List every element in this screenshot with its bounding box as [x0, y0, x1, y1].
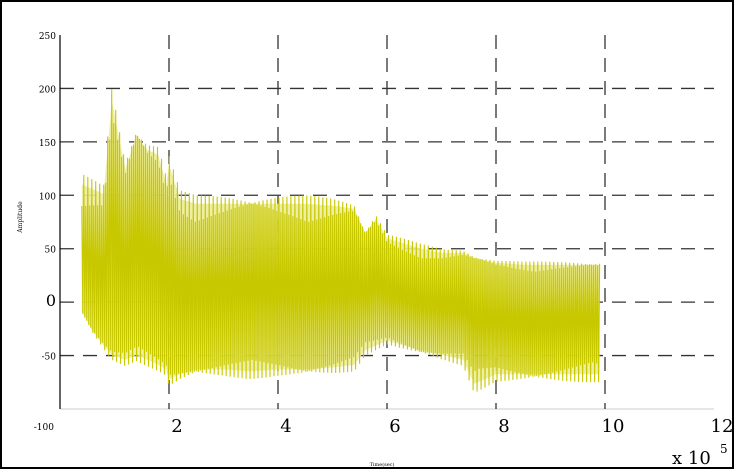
- x-tick-label: 6: [389, 416, 400, 437]
- y-tick-label: 250: [39, 32, 56, 42]
- labels-layer: 2 4 6 8 10 12 -100 -50 0 50 100 150 200 250 Amplitude T…: [17, 32, 732, 467]
- x-exponent-label: x 10: [672, 448, 711, 467]
- y-tick-label: -100: [34, 423, 54, 433]
- y-tick-label: -50: [42, 353, 57, 363]
- x-exponent-power: 5: [720, 442, 728, 456]
- y-tick-label: 200: [39, 85, 56, 95]
- x-tick-label: 10: [602, 416, 625, 437]
- y-tick-label: 100: [39, 192, 56, 202]
- x-tick-label: 4: [280, 416, 291, 437]
- x-tick-label: 2: [171, 416, 182, 437]
- x-tick-label: 8: [498, 416, 509, 437]
- y-tick-label: 150: [39, 139, 56, 149]
- signal-layer: [81, 88, 601, 392]
- y-tick-label: 50: [45, 246, 57, 256]
- x-tick-label: 12: [711, 416, 732, 437]
- y-tick-label: 0: [46, 291, 56, 310]
- axes-layer: [59, 35, 714, 410]
- y-axis-label: Amplitude: [17, 201, 24, 234]
- signal-line: [81, 88, 601, 392]
- x-axis-label: Time(sec): [370, 461, 395, 467]
